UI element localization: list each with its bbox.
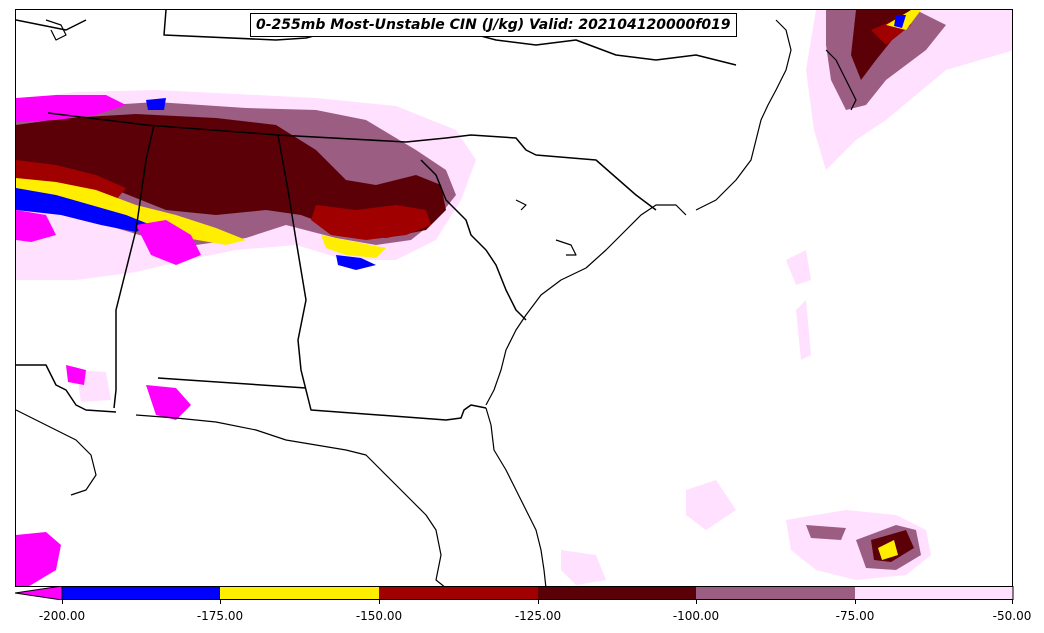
- colorbar-outline: [61, 586, 1014, 600]
- colorbar-segment-yellow: [220, 586, 379, 600]
- coastline: [16, 19, 857, 586]
- colorbar-tick: [1012, 600, 1013, 604]
- colorbar-extend-triangle: [15, 586, 63, 600]
- colorbar-tick: [696, 600, 697, 604]
- colorbar-tick: [220, 600, 221, 604]
- colorbar-tick-label: -150.00: [355, 609, 403, 623]
- colorbar-segment-red: [379, 586, 538, 600]
- map-panel: [15, 9, 1013, 587]
- map-title: 0-255mb Most-Unstable CIN (J/kg) Valid: …: [250, 13, 737, 37]
- colorbar-segment-darkred: [538, 586, 696, 600]
- cin-shading-magenta: [16, 95, 201, 586]
- colorbar-tick: [62, 600, 63, 604]
- colorbar-segment-blue: [62, 586, 220, 600]
- cin-shading-blue: [16, 15, 906, 270]
- colorbar-tick-label: -125.00: [514, 609, 562, 623]
- colorbar-tick-label: -50.00: [992, 609, 1032, 623]
- cin-map: [16, 10, 1012, 586]
- colorbar-tick: [379, 600, 380, 604]
- colorbar-segment-lightpink: [855, 586, 1013, 600]
- colorbar-tick-label: -100.00: [672, 609, 720, 623]
- colorbar-tick-label: -200.00: [38, 609, 86, 623]
- colorbar-tick: [855, 600, 856, 604]
- colorbar-tick: [538, 600, 539, 604]
- colorbar-tick-label: -175.00: [196, 609, 244, 623]
- colorbar-tick-label: -75.00: [835, 609, 875, 623]
- colorbar: [15, 586, 1014, 600]
- colorbar-segment-mauve: [696, 586, 855, 600]
